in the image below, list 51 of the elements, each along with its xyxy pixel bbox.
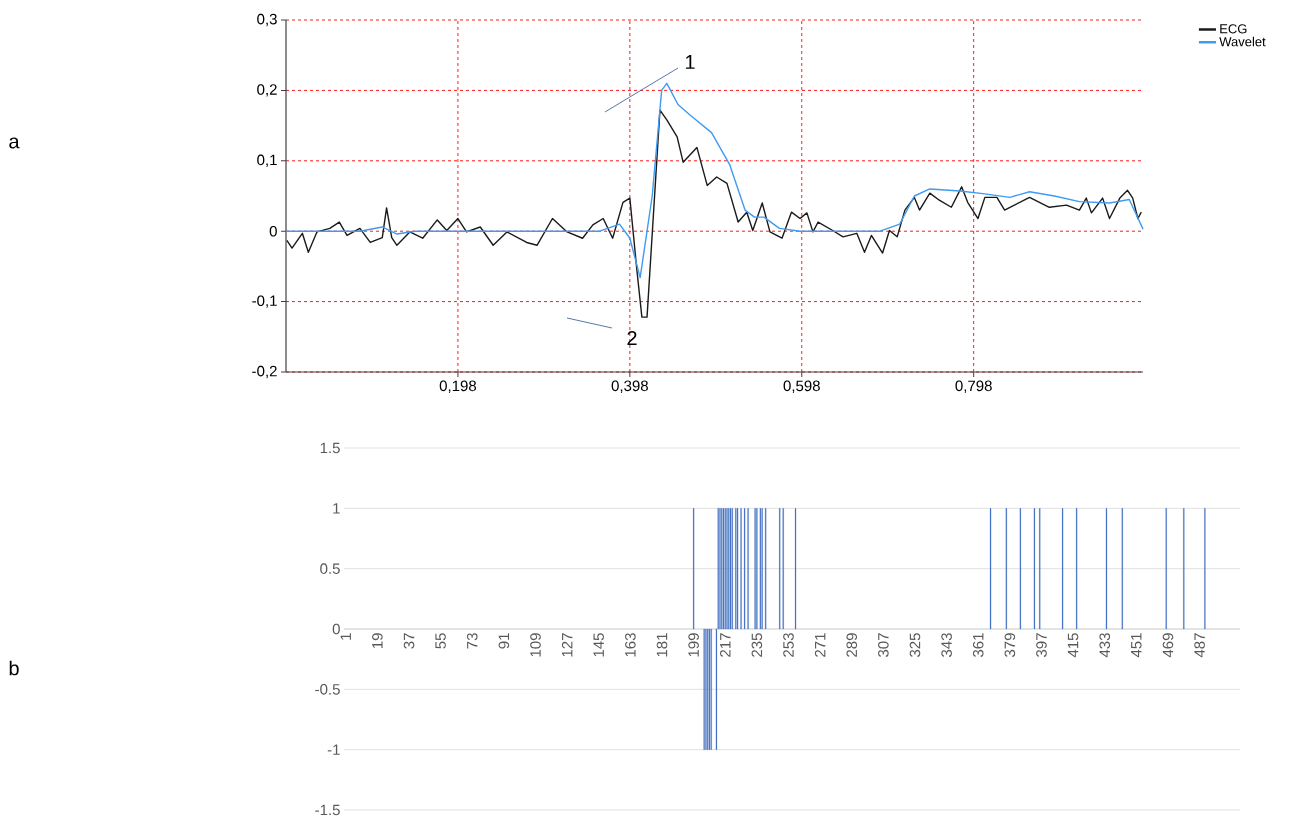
y-tick-label: -0,1 (252, 295, 277, 308)
x-tick-label: 217 (720, 633, 731, 657)
text: b (9, 660, 19, 676)
x-tick-label: 415 (1067, 633, 1079, 658)
x-tick-label: 0,198 (439, 380, 477, 393)
x-tick-label: 343 (941, 633, 952, 657)
x-tick-label: 127 (561, 633, 573, 657)
x-tick-label: 289 (846, 633, 858, 657)
x-tick-label: 181 (656, 633, 668, 657)
text: a (9, 137, 20, 149)
x-tick-label: 325 (909, 633, 921, 657)
y-tick-label: 0.5 (320, 563, 340, 574)
x-tick-label: 487 (1194, 633, 1205, 658)
x-tick-label: 73 (466, 633, 478, 649)
x-tick-label: 199 (688, 633, 699, 657)
legend-label: Wavelet (1219, 36, 1266, 47)
x-tick-label: 0,798 (955, 380, 992, 393)
y-tick-label: -0.5 (315, 684, 340, 695)
x-tick-label: 469 (1162, 633, 1174, 658)
y-tick-label: 0 (332, 623, 340, 635)
x-tick-label: 109 (530, 633, 541, 657)
y-tick-label: 0 (269, 225, 277, 237)
x-tick-label: 19 (372, 633, 383, 649)
x-tick-label: 163 (625, 633, 636, 657)
x-tick-label: 451 (1131, 633, 1142, 658)
y-tick-label: -0,2 (252, 365, 277, 379)
annotation: 1 (685, 55, 695, 69)
x-tick-label: 1 (340, 633, 351, 640)
x-tick-label: 253 (783, 633, 794, 657)
y-tick-label: 1 (333, 503, 340, 514)
x-tick-label: 361 (972, 633, 984, 657)
y-tick-label: 0,3 (257, 13, 277, 27)
y-tick-label: 0,1 (257, 154, 277, 167)
y-tick-label: 0,2 (257, 84, 277, 97)
x-tick-label: 0,598 (783, 380, 820, 393)
y-tick-label: 1.5 (320, 442, 340, 454)
x-tick-label: 235 (751, 633, 763, 657)
x-tick-label: 55 (435, 633, 446, 649)
x-tick-label: 37 (403, 633, 415, 649)
y-tick-label: -1 (327, 744, 340, 755)
x-tick-label: 0,398 (611, 380, 648, 393)
annotation: 2 (627, 331, 637, 345)
y-tick-label: -1.5 (315, 804, 340, 816)
x-tick-label: 379 (1004, 633, 1016, 657)
x-tick-label: 433 (1099, 633, 1111, 658)
x-tick-label: 91 (498, 633, 510, 649)
x-tick-label: 271 (814, 633, 826, 657)
x-tick-label: 145 (593, 633, 604, 657)
x-tick-label: 307 (878, 633, 889, 657)
legend-label: ECG (1220, 24, 1247, 34)
x-tick-label: 397 (1036, 633, 1047, 657)
